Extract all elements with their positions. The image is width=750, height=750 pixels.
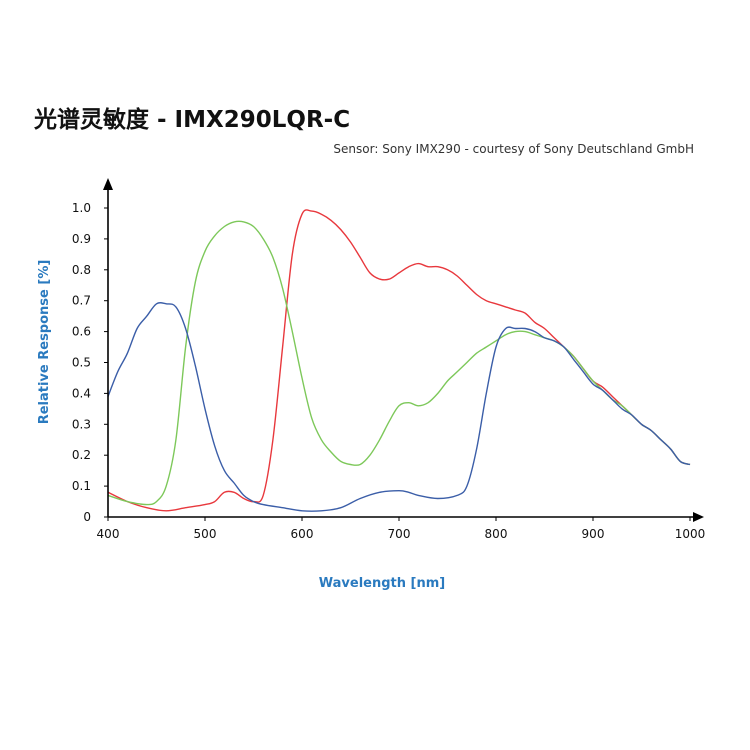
x-tick-label: 800: [485, 527, 508, 541]
x-tick-label: 700: [388, 527, 411, 541]
x-tick-label: 900: [582, 527, 605, 541]
y-tick-label: 1.0: [72, 201, 91, 215]
x-tick-label: 1000: [675, 527, 706, 541]
y-tick-label: 0.7: [72, 294, 91, 308]
series-line-2: [107, 220, 691, 506]
axes-layer: [103, 178, 704, 522]
y-tick-label: 0: [83, 510, 91, 524]
y-tick-label: 0.8: [72, 263, 91, 277]
y-tick-label: 0.5: [72, 356, 91, 370]
x-axis-title: Wavelength [nm]: [319, 576, 445, 591]
series-line-3: [107, 302, 691, 512]
y-tick-label: 0.1: [72, 479, 91, 493]
x-tick-label: 600: [291, 527, 314, 541]
x-axis-arrow: [693, 512, 704, 522]
y-axis-title: Relative Response [%]: [37, 260, 52, 425]
y-tick-label: 0.2: [72, 448, 91, 462]
x-tick-label: 500: [194, 527, 217, 541]
page-subtitle: Sensor: Sony IMX290 - courtesy of Sony D…: [333, 142, 694, 156]
page-title: 光谱灵敏度 - IMX290LQR-C: [34, 107, 351, 133]
series-line-1: [107, 209, 691, 512]
y-tick-label: 0.6: [72, 325, 91, 339]
y-tick-label: 0.4: [72, 386, 91, 400]
series-layer: [107, 209, 691, 512]
y-tick-label: 0.3: [72, 417, 91, 431]
x-tick-label: 400: [97, 527, 120, 541]
y-tick-label: 0.9: [72, 232, 91, 246]
labels-layer: 400 500 600 700 800 900 1000 0 0.1 0.2 0.3 0.4 0.5 0.…: [37, 201, 705, 591]
y-axis-arrow: [103, 178, 113, 190]
